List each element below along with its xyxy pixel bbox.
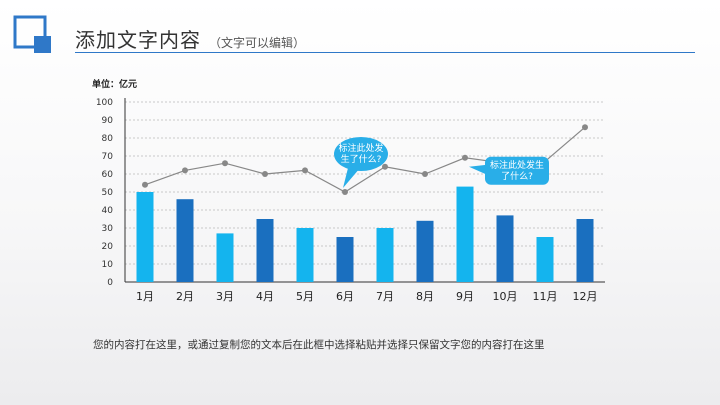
line-point — [422, 171, 428, 177]
y-tick-label: 70 — [102, 152, 114, 162]
page-subtitle: （文字可以编辑） — [209, 36, 306, 50]
line-point — [462, 154, 468, 161]
y-tick-label: 90 — [102, 116, 114, 126]
x-tick-label: 1月 — [136, 290, 154, 303]
line-point — [262, 171, 268, 177]
y-tick-label: 40 — [102, 206, 114, 216]
line-point — [342, 189, 348, 195]
line-point — [382, 163, 388, 170]
bar — [456, 186, 474, 282]
x-tick-label: 9月 — [456, 290, 474, 303]
bar — [536, 237, 554, 282]
bar — [576, 219, 594, 282]
y-tick-label: 20 — [102, 242, 114, 252]
bar — [296, 228, 314, 282]
callout-bubble — [334, 137, 388, 171]
x-tick-label: 7月 — [376, 290, 394, 303]
callout-bubble — [485, 156, 549, 185]
callout-text: 生了什么? — [341, 153, 382, 165]
x-tick-label: 2月 — [176, 290, 194, 303]
bar — [176, 199, 194, 282]
unit-label: 单位：亿元 — [92, 80, 138, 90]
y-tick-label: 100 — [96, 98, 113, 108]
x-tick-label: 10月 — [493, 290, 518, 303]
bar — [216, 233, 234, 282]
callout-text: 标注此处发生 — [490, 159, 544, 171]
y-tick-label: 80 — [102, 134, 114, 144]
line-point — [142, 181, 148, 188]
x-tick-label: 5月 — [296, 290, 314, 303]
bar — [376, 228, 394, 282]
line-point — [302, 167, 308, 174]
body-note: 您的内容打在这里，或通过复制您的文本后在此框中选择粘贴并选择只保留文字您的内容打… — [93, 339, 545, 351]
y-tick-label: 60 — [102, 170, 114, 180]
x-tick-label: 12月 — [573, 290, 598, 303]
title-row: 添加文字内容 （文字可以编辑） — [75, 24, 305, 53]
bar — [496, 215, 514, 282]
callout-text: 了什么? — [501, 170, 533, 182]
bar — [136, 192, 154, 282]
x-tick-label: 3月 — [216, 290, 234, 303]
line-point — [582, 124, 588, 131]
x-tick-label: 6月 — [336, 290, 354, 303]
bar — [256, 219, 274, 282]
callout-text: 标注此处发 — [338, 142, 383, 154]
y-tick-label: 30 — [102, 224, 114, 234]
x-tick-label: 11月 — [533, 290, 558, 303]
bar — [336, 237, 354, 282]
line-point — [222, 160, 228, 167]
y-tick-label: 10 — [102, 260, 114, 270]
title-divider — [75, 52, 695, 53]
y-tick-label: 50 — [102, 188, 114, 198]
y-tick-label: 0 — [107, 278, 113, 288]
callout-tail — [469, 164, 487, 175]
page-title: 添加文字内容 — [75, 28, 201, 52]
line-point — [182, 167, 188, 174]
x-tick-label: 8月 — [416, 290, 434, 303]
bar — [416, 220, 434, 282]
x-tick-label: 4月 — [256, 290, 274, 303]
logo-squares-icon — [13, 15, 51, 53]
